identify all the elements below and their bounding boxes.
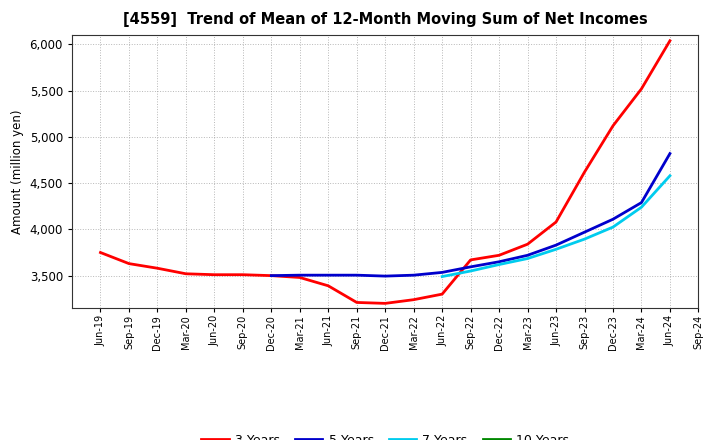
Title: [4559]  Trend of Mean of 12-Month Moving Sum of Net Incomes: [4559] Trend of Mean of 12-Month Moving … [123,12,647,27]
5 Years [410,272,418,278]
7 Years [637,205,646,210]
3 Years [153,266,162,271]
7 Years [495,262,503,267]
5 Years [438,270,446,275]
3 Years [608,123,617,128]
3 Years [181,271,190,276]
7 Years [552,247,560,252]
7 Years [523,256,532,261]
5 Years [324,272,333,278]
5 Years [637,200,646,205]
5 Years [381,273,390,279]
5 Years [295,272,304,278]
7 Years [608,224,617,230]
3 Years [125,261,133,266]
3 Years [410,297,418,302]
7 Years [467,268,475,274]
3 Years [324,283,333,289]
3 Years [523,242,532,247]
3 Years [210,272,219,277]
5 Years [467,264,475,269]
3 Years [238,272,247,277]
3 Years [267,273,276,278]
7 Years [665,173,674,178]
5 Years [495,259,503,264]
3 Years [580,169,589,175]
5 Years [552,242,560,248]
5 Years [523,253,532,258]
3 Years [665,38,674,44]
Line: 3 Years: 3 Years [101,41,670,303]
3 Years [96,250,105,255]
Y-axis label: Amount (million yen): Amount (million yen) [11,110,24,234]
5 Years [608,216,617,222]
5 Years [352,272,361,278]
5 Years [665,151,674,156]
3 Years [467,257,475,263]
3 Years [352,300,361,305]
5 Years [580,230,589,235]
3 Years [438,291,446,297]
Legend: 3 Years, 5 Years, 7 Years, 10 Years: 3 Years, 5 Years, 7 Years, 10 Years [196,429,575,440]
3 Years [552,220,560,225]
7 Years [580,236,589,242]
3 Years [295,275,304,280]
5 Years [267,273,276,278]
3 Years [495,253,503,258]
3 Years [637,86,646,92]
Line: 7 Years: 7 Years [442,176,670,277]
Line: 5 Years: 5 Years [271,154,670,276]
3 Years [381,301,390,306]
7 Years [438,274,446,279]
